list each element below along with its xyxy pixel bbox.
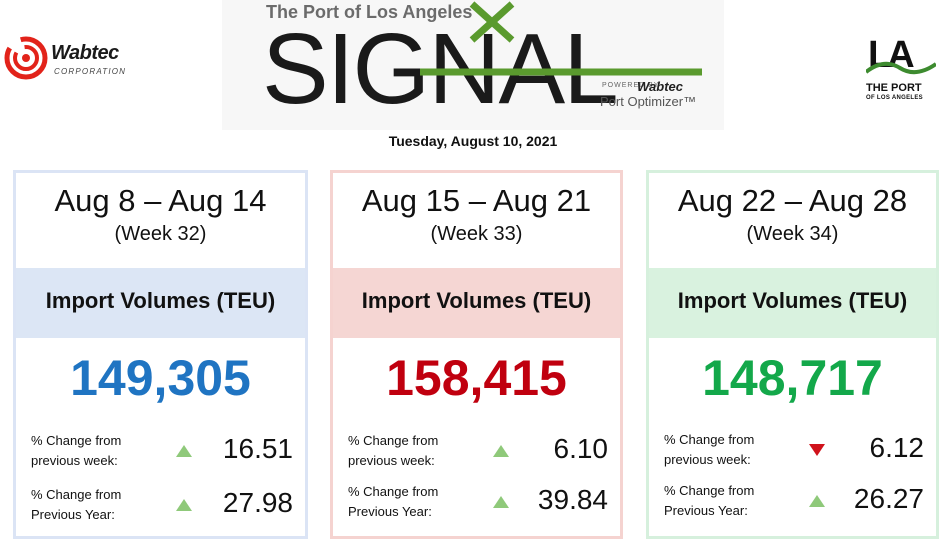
la-mark: LA (868, 34, 915, 76)
change-label: % Change from previous week: (348, 433, 439, 468)
change-row-previous-week: % Change from previous week: 6.12 (664, 430, 924, 470)
week-header: Aug 8 – Aug 14 (Week 32) (16, 173, 305, 268)
change-label: % Change from Previous Year: (348, 484, 439, 519)
week-number: (Week 34) (746, 223, 839, 245)
week-card-34: Aug 22 – Aug 28 (Week 34) Import Volumes… (646, 170, 939, 539)
la-text-line1: THE PORT (866, 82, 922, 94)
metric-band: Import Volumes (TEU) (333, 268, 620, 338)
powered-by-label: POWERED BY (602, 82, 660, 89)
metric-label: Import Volumes (TEU) (677, 288, 908, 313)
change-row-previous-week: % Change from previous week: 16.51 (31, 431, 293, 471)
change-label: % Change from Previous Year: (31, 487, 122, 522)
signal-accent-icon (420, 1, 702, 76)
signal-banner: The Port of Los Angeles SIGNAL POWERED B… (222, 0, 724, 130)
wabtec-subtitle: CORPORATION (54, 67, 127, 76)
wabtec-swirl-icon (4, 36, 48, 80)
change-row-previous-year: % Change from Previous Year: 27.98 (31, 485, 293, 525)
change-label: % Change from previous week: (664, 432, 755, 467)
change-value: 6.10 (553, 433, 609, 464)
week-card-32: Aug 8 – Aug 14 (Week 32) Import Volumes … (13, 170, 308, 539)
change-label: % Change from Previous Year: (664, 483, 755, 518)
port-optimizer-label: Port Optimizer™ (600, 94, 697, 109)
change-value: 6.12 (869, 432, 925, 463)
wabtec-logo: Wabtec CORPORATION (4, 36, 144, 86)
arrow-up-icon (493, 496, 509, 508)
week-header: Aug 15 – Aug 21 (Week 33) (333, 173, 620, 268)
change-value: 26.27 (853, 483, 924, 514)
report-date: Tuesday, August 10, 2021 (388, 133, 558, 149)
week-header: Aug 22 – Aug 28 (Week 34) (649, 173, 936, 268)
import-volume-value: 149,305 (70, 350, 251, 406)
port-of-la-logo: LA THE PORT OF LOS ANGELES (860, 34, 940, 104)
change-value: 39.84 (537, 484, 608, 515)
metric-label: Import Volumes (TEU) (45, 288, 276, 313)
arrow-up-icon (809, 495, 825, 507)
signal-kicker: The Port of Los Angeles (266, 2, 473, 22)
import-volume-value: 148,717 (702, 350, 883, 406)
metric-band: Import Volumes (TEU) (16, 268, 305, 338)
la-text-line2: OF LOS ANGELES (866, 95, 923, 101)
change-row-previous-week: % Change from previous week: 6.10 (348, 431, 608, 471)
change-value: 16.51 (222, 433, 293, 464)
arrow-up-icon (176, 445, 192, 457)
la-wave-icon (866, 61, 936, 75)
week-card-33: Aug 15 – Aug 21 (Week 33) Import Volumes… (330, 170, 623, 539)
arrow-down-icon (809, 444, 825, 456)
arrow-up-icon (176, 499, 192, 511)
change-value: 27.98 (222, 487, 293, 518)
metric-band: Import Volumes (TEU) (649, 268, 936, 338)
metric-label: Import Volumes (TEU) (361, 288, 592, 313)
date-range: Aug 8 – Aug 14 (54, 183, 267, 218)
change-label: % Change from previous week: (31, 433, 122, 468)
powered-brand: Wabtec (637, 79, 683, 94)
change-row-previous-year: % Change from Previous Year: 39.84 (348, 482, 608, 522)
wabtec-name: Wabtec (51, 42, 119, 64)
week-number: (Week 33) (430, 223, 523, 245)
change-row-previous-year: % Change from Previous Year: 26.27 (664, 481, 924, 521)
week-number: (Week 32) (114, 223, 207, 245)
import-volume-value: 158,415 (386, 350, 567, 406)
date-range: Aug 22 – Aug 28 (677, 183, 908, 218)
date-range: Aug 15 – Aug 21 (361, 183, 592, 218)
arrow-up-icon (493, 445, 509, 457)
